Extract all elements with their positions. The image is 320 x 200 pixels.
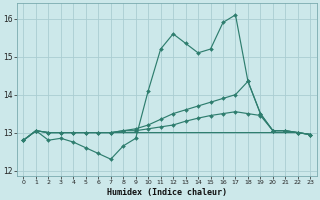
X-axis label: Humidex (Indice chaleur): Humidex (Indice chaleur) [107, 188, 227, 197]
